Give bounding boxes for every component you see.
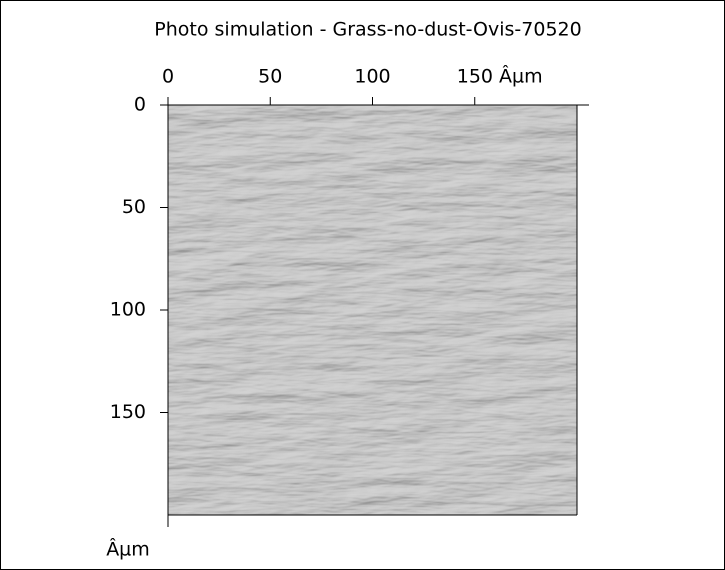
y-tick-label: 50 xyxy=(122,196,146,218)
x-tick-label: 50 xyxy=(258,66,282,88)
y-axis-label: Âµm xyxy=(106,538,150,561)
page: {"chart_data": {"type": "image", "title"… xyxy=(0,0,725,570)
y-tick-label: 100 xyxy=(110,299,146,321)
chart-title: Photo simulation - Grass-no-dust-Ovis-70… xyxy=(154,19,581,41)
x-tick-label: 0 xyxy=(162,66,174,88)
x-tick-label: 150 Âµm xyxy=(457,65,543,88)
surface-texture xyxy=(168,105,577,515)
chart: Photo simulation - Grass-no-dust-Ovis-70… xyxy=(0,0,725,570)
x-tick-label: 100 xyxy=(354,66,390,88)
y-tick-label: 0 xyxy=(134,94,146,116)
y-tick-label: 150 xyxy=(110,401,146,423)
image-area xyxy=(168,105,577,515)
